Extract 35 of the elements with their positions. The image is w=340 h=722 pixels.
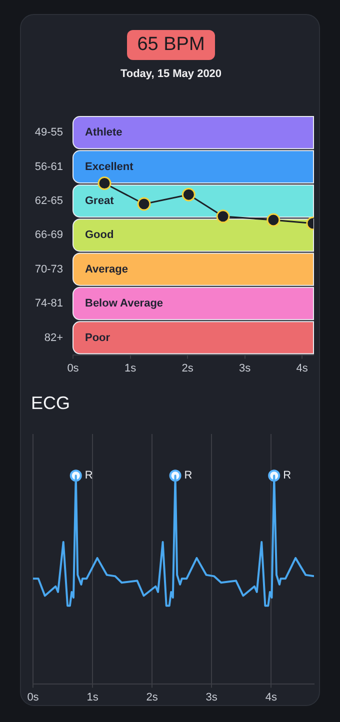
point (98, 176, 112, 190)
band-label: Below Average (85, 298, 164, 310)
point (266, 213, 280, 227)
band-label: Good (85, 229, 114, 242)
text: 70-73 (34, 263, 63, 276)
text: 82+ (44, 332, 63, 344)
text: 62-65 (34, 195, 63, 208)
x-tick-label: 1s (86, 691, 99, 704)
annotation: R (283, 470, 292, 482)
chart-subtitle: Today, 15 May 2020 (119, 68, 223, 80)
x-tick-label: 0s (27, 691, 40, 704)
x-tick-label: 4s (296, 362, 308, 374)
band-label: Average (85, 263, 128, 276)
x-tick-label: 4s (265, 691, 278, 704)
point (216, 210, 230, 224)
x-tick-label: 2s (182, 362, 194, 374)
x-tick-label: 0s (67, 362, 80, 374)
point (137, 197, 151, 211)
text: 49-55 (34, 126, 63, 139)
band-label: Poor (85, 332, 111, 344)
band-label: Athlete (85, 126, 122, 139)
x-tick-label: 3s (206, 691, 218, 704)
point (182, 188, 196, 202)
band-label: Excellent (85, 160, 134, 173)
x-tick-label: 2s (146, 691, 158, 704)
x-tick-label: 3s (238, 362, 252, 374)
annotation: R (84, 470, 93, 482)
text: 56-61 (34, 160, 63, 173)
text: 66-69 (34, 229, 63, 242)
annotation: R (184, 470, 192, 482)
chart-title: 65 BPM (127, 30, 215, 60)
band-label: Great (85, 195, 114, 208)
text: 74-81 (34, 298, 63, 310)
chart-title: ECG (30, 393, 72, 414)
x-tick-label: 1s (124, 362, 137, 374)
